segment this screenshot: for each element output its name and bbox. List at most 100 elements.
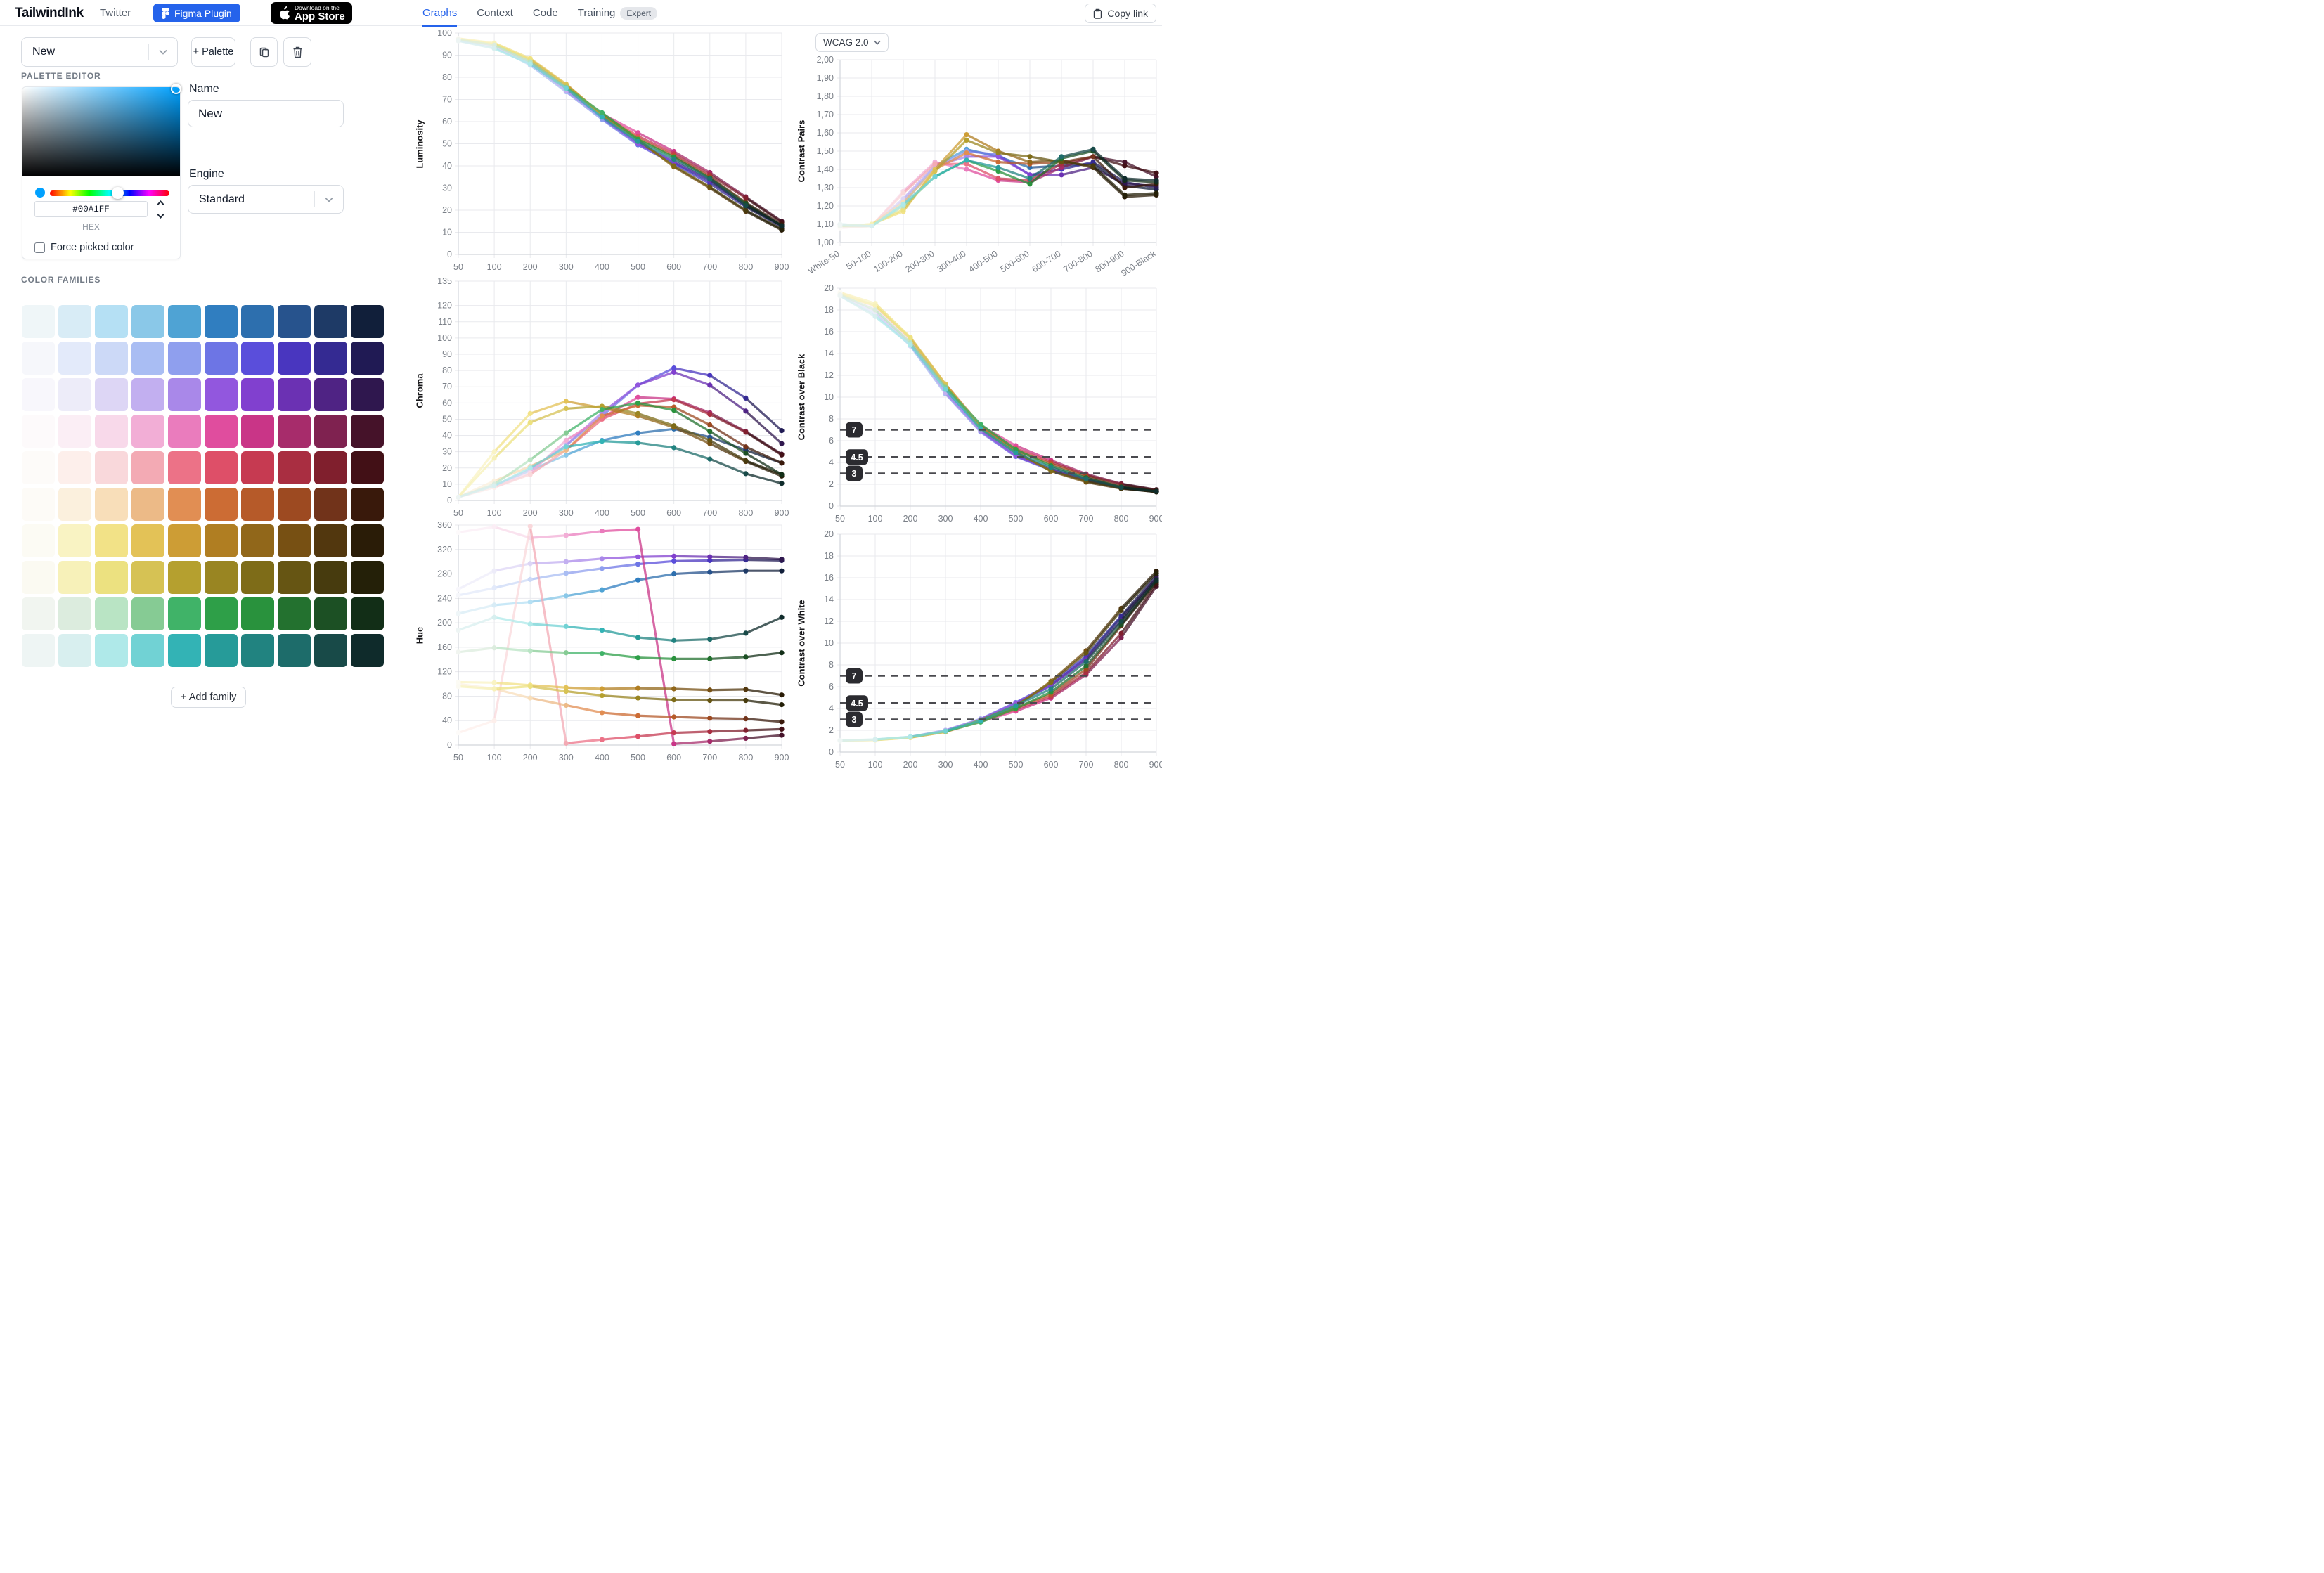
- color-swatch-rose-700[interactable]: [278, 451, 311, 484]
- twitter-link[interactable]: Twitter: [100, 7, 131, 19]
- color-swatch-green-900[interactable]: [351, 597, 384, 630]
- delete-palette-button[interactable]: [283, 37, 311, 67]
- color-swatch-rose-600[interactable]: [241, 451, 274, 484]
- color-swatch-green-500[interactable]: [205, 597, 238, 630]
- color-swatch-indigo-900[interactable]: [351, 342, 384, 375]
- color-swatch-indigo-500[interactable]: [205, 342, 238, 375]
- color-swatch-olive-600[interactable]: [241, 561, 274, 594]
- color-swatch-purple-700[interactable]: [278, 378, 311, 411]
- color-swatch-pink-100[interactable]: [58, 415, 91, 448]
- color-swatch-indigo-400[interactable]: [168, 342, 201, 375]
- color-swatch-yellow-300[interactable]: [131, 524, 164, 557]
- color-swatch-orange-800[interactable]: [314, 488, 347, 521]
- color-swatch-purple-50[interactable]: [22, 378, 55, 411]
- color-swatch-sky-100[interactable]: [58, 305, 91, 338]
- color-swatch-orange-200[interactable]: [95, 488, 128, 521]
- tab-graphs[interactable]: Graphs: [422, 0, 458, 27]
- color-swatch-sky-400[interactable]: [168, 305, 201, 338]
- color-swatch-orange-300[interactable]: [131, 488, 164, 521]
- color-swatch-pink-800[interactable]: [314, 415, 347, 448]
- color-swatch-purple-400[interactable]: [168, 378, 201, 411]
- color-swatch-olive-400[interactable]: [168, 561, 201, 594]
- color-swatch-sky-900[interactable]: [351, 305, 384, 338]
- color-swatch-teal-500[interactable]: [205, 634, 238, 667]
- hex-input[interactable]: [34, 201, 148, 217]
- color-swatch-yellow-100[interactable]: [58, 524, 91, 557]
- color-swatch-green-800[interactable]: [314, 597, 347, 630]
- color-swatch-pink-200[interactable]: [95, 415, 128, 448]
- color-swatch-sky-50[interactable]: [22, 305, 55, 338]
- color-swatch-green-400[interactable]: [168, 597, 201, 630]
- color-swatch-teal-50[interactable]: [22, 634, 55, 667]
- color-swatch-yellow-800[interactable]: [314, 524, 347, 557]
- color-swatch-teal-900[interactable]: [351, 634, 384, 667]
- force-picked-color-checkbox[interactable]: [34, 242, 45, 253]
- color-swatch-orange-900[interactable]: [351, 488, 384, 521]
- color-swatch-pink-700[interactable]: [278, 415, 311, 448]
- color-swatch-pink-50[interactable]: [22, 415, 55, 448]
- color-swatch-orange-500[interactable]: [205, 488, 238, 521]
- color-swatch-green-600[interactable]: [241, 597, 274, 630]
- color-swatch-yellow-900[interactable]: [351, 524, 384, 557]
- color-swatch-indigo-700[interactable]: [278, 342, 311, 375]
- color-swatch-sky-600[interactable]: [241, 305, 274, 338]
- color-swatch-pink-300[interactable]: [131, 415, 164, 448]
- color-swatch-teal-300[interactable]: [131, 634, 164, 667]
- tab-training[interactable]: Training Expert: [578, 0, 658, 26]
- color-swatch-pink-400[interactable]: [168, 415, 201, 448]
- color-swatch-green-700[interactable]: [278, 597, 311, 630]
- color-swatch-sky-300[interactable]: [131, 305, 164, 338]
- color-swatch-yellow-200[interactable]: [95, 524, 128, 557]
- color-swatch-orange-600[interactable]: [241, 488, 274, 521]
- color-swatch-indigo-200[interactable]: [95, 342, 128, 375]
- hex-stepper[interactable]: [153, 200, 167, 219]
- color-swatch-pink-600[interactable]: [241, 415, 274, 448]
- color-swatch-green-50[interactable]: [22, 597, 55, 630]
- color-swatch-rose-100[interactable]: [58, 451, 91, 484]
- app-logo[interactable]: TailwindInk: [15, 6, 84, 20]
- color-swatch-sky-200[interactable]: [95, 305, 128, 338]
- saturation-gradient[interactable]: [22, 84, 181, 176]
- color-swatch-purple-200[interactable]: [95, 378, 128, 411]
- copy-link-button[interactable]: Copy link: [1085, 4, 1156, 23]
- color-swatch-green-200[interactable]: [95, 597, 128, 630]
- tab-code[interactable]: Code: [533, 0, 558, 26]
- color-swatch-rose-400[interactable]: [168, 451, 201, 484]
- color-swatch-indigo-50[interactable]: [22, 342, 55, 375]
- color-swatch-olive-700[interactable]: [278, 561, 311, 594]
- color-swatch-purple-300[interactable]: [131, 378, 164, 411]
- color-swatch-teal-400[interactable]: [168, 634, 201, 667]
- hue-slider[interactable]: [50, 187, 169, 199]
- wcag-version-select[interactable]: WCAG 2.0: [815, 33, 889, 52]
- palette-select[interactable]: New: [21, 37, 178, 67]
- color-swatch-teal-700[interactable]: [278, 634, 311, 667]
- color-swatch-rose-500[interactable]: [205, 451, 238, 484]
- color-swatch-yellow-500[interactable]: [205, 524, 238, 557]
- color-swatch-sky-500[interactable]: [205, 305, 238, 338]
- figma-plugin-button[interactable]: Figma Plugin: [153, 4, 240, 22]
- color-swatch-rose-300[interactable]: [131, 451, 164, 484]
- color-swatch-olive-100[interactable]: [58, 561, 91, 594]
- color-swatch-indigo-300[interactable]: [131, 342, 164, 375]
- appstore-badge[interactable]: Download on the App Store: [271, 2, 352, 24]
- color-swatch-olive-900[interactable]: [351, 561, 384, 594]
- color-swatch-purple-800[interactable]: [314, 378, 347, 411]
- color-swatch-sky-700[interactable]: [278, 305, 311, 338]
- color-swatch-rose-800[interactable]: [314, 451, 347, 484]
- color-swatch-green-300[interactable]: [131, 597, 164, 630]
- add-family-button[interactable]: + Add family: [171, 687, 247, 708]
- color-swatch-teal-200[interactable]: [95, 634, 128, 667]
- tab-context[interactable]: Context: [477, 0, 513, 26]
- color-swatch-rose-50[interactable]: [22, 451, 55, 484]
- color-swatch-orange-100[interactable]: [58, 488, 91, 521]
- color-swatch-olive-500[interactable]: [205, 561, 238, 594]
- color-swatch-indigo-100[interactable]: [58, 342, 91, 375]
- color-swatch-olive-800[interactable]: [314, 561, 347, 594]
- color-swatch-yellow-50[interactable]: [22, 524, 55, 557]
- color-swatch-indigo-600[interactable]: [241, 342, 274, 375]
- color-swatch-rose-200[interactable]: [95, 451, 128, 484]
- color-swatch-purple-600[interactable]: [241, 378, 274, 411]
- color-swatch-yellow-700[interactable]: [278, 524, 311, 557]
- saturation-picker-handle[interactable]: [171, 84, 181, 94]
- color-swatch-purple-500[interactable]: [205, 378, 238, 411]
